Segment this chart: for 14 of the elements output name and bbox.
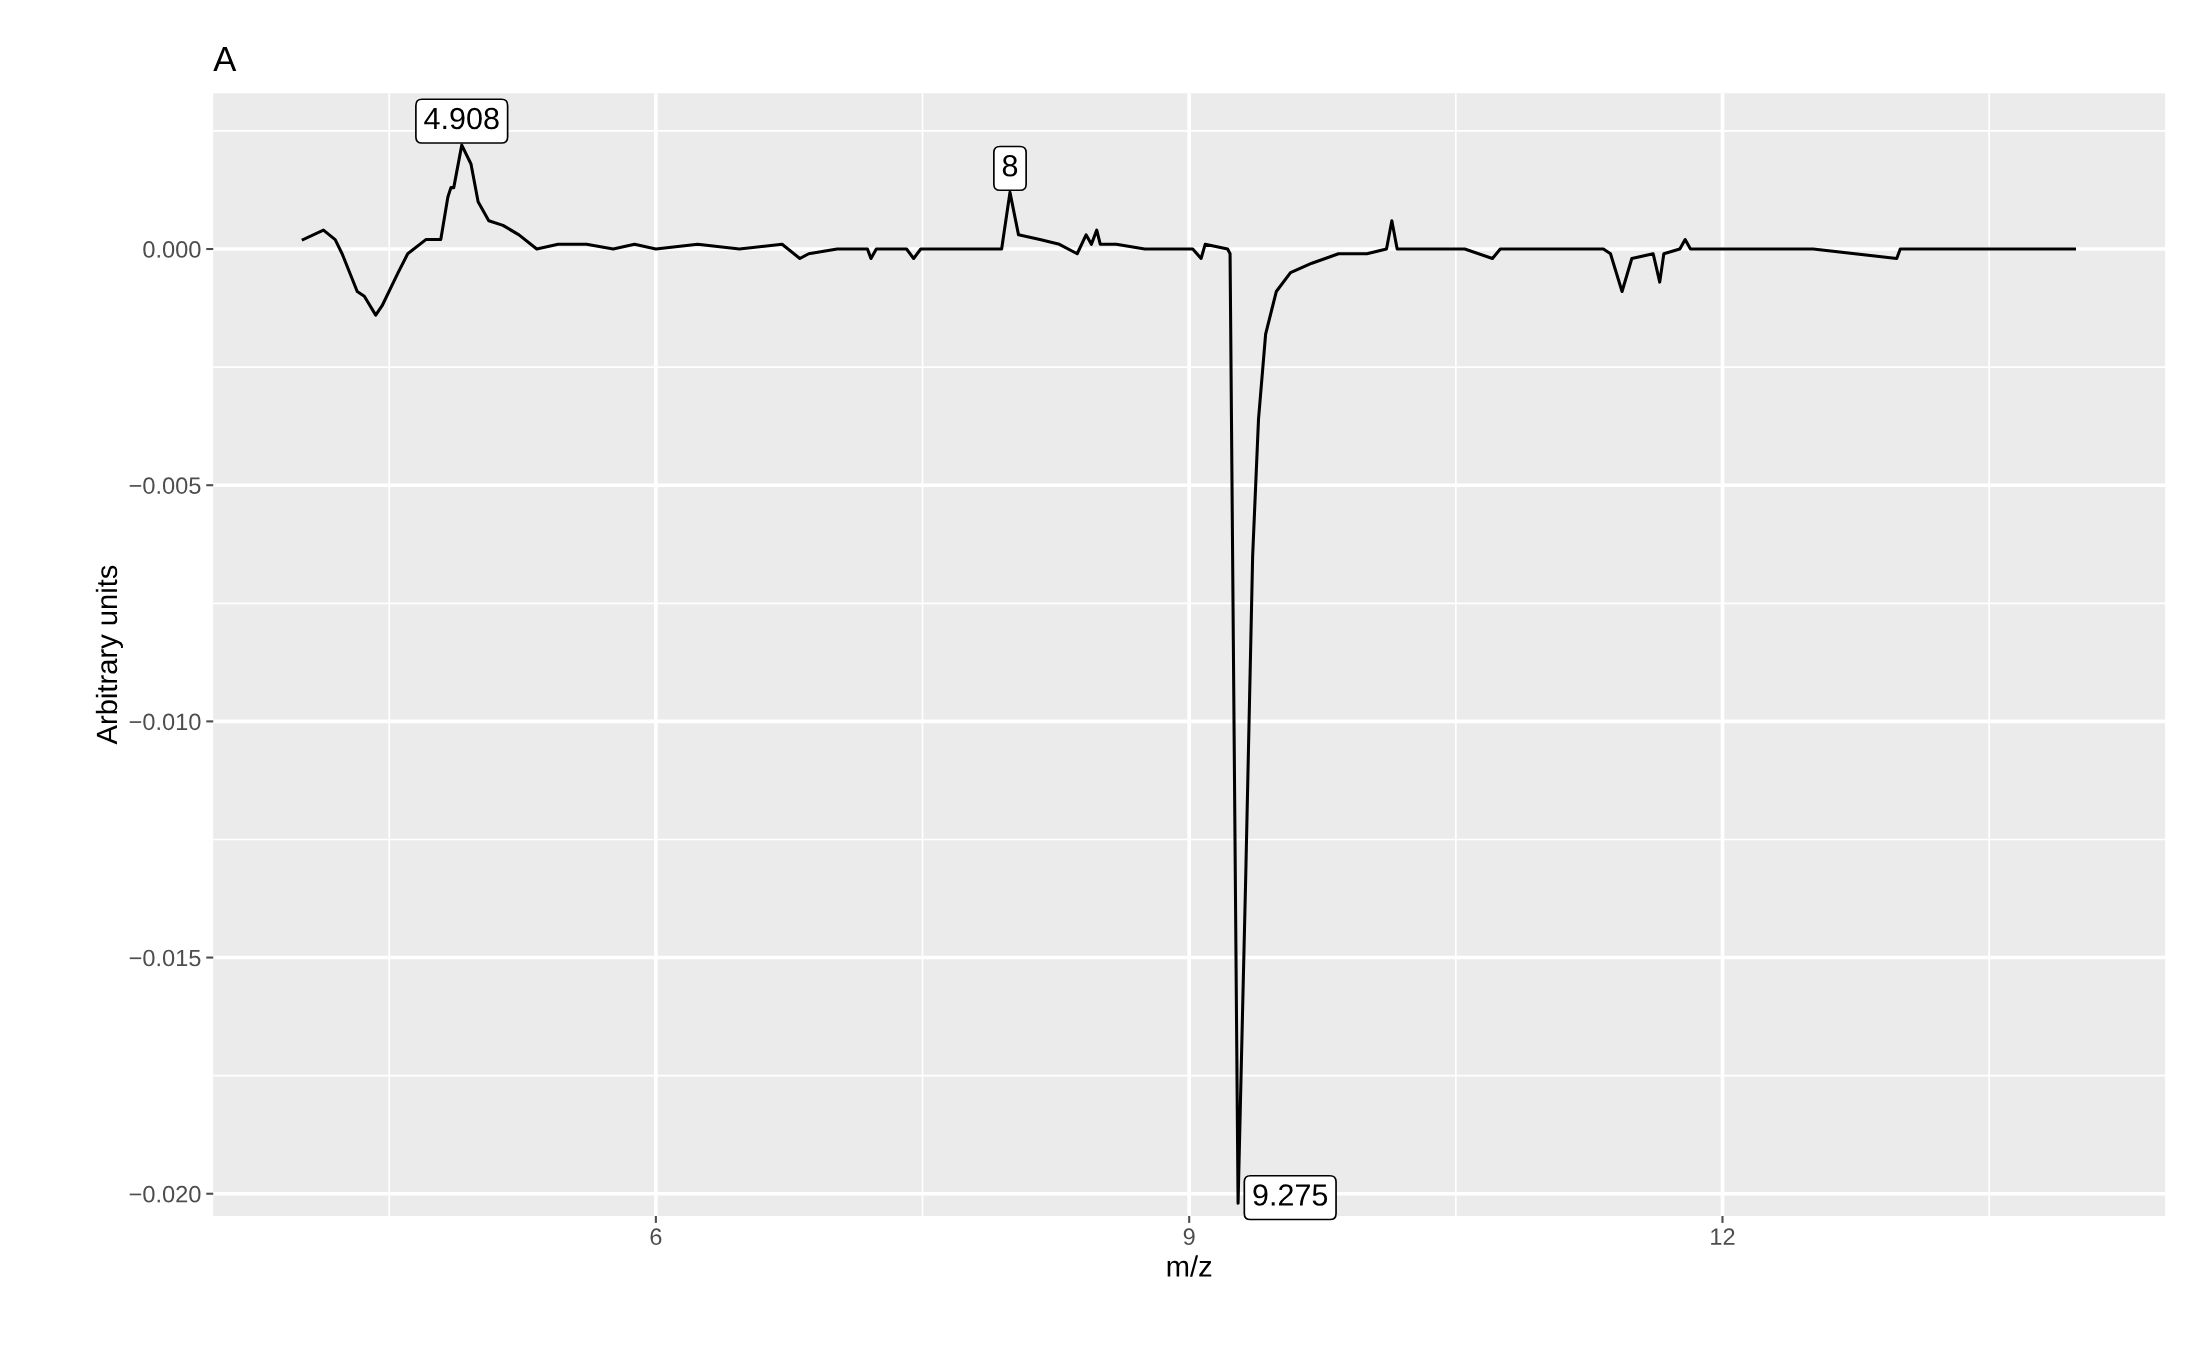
annotation: 4.908 (424, 107, 499, 130)
y-axis-title: Arbitrary units (95, 565, 123, 745)
y-tick-label: −0.005 (129, 477, 201, 494)
y-tick-label: −0.020 (129, 1185, 201, 1203)
x-axis-title: m/z (1167, 1255, 1212, 1277)
y-tick-label: 0.000 (143, 241, 201, 258)
y-tick-label: −0.015 (129, 949, 201, 967)
chart-title: A (213, 47, 237, 71)
y-tick-label: −0.010 (129, 713, 201, 731)
x-tick-label: 9 (1183, 1228, 1195, 1246)
x-tick-label: 6 (650, 1228, 662, 1246)
annotation: 8 (1002, 154, 1018, 177)
annotation: 9.275 (1253, 1184, 1328, 1206)
x-tick-label: 12 (1711, 1228, 1735, 1245)
